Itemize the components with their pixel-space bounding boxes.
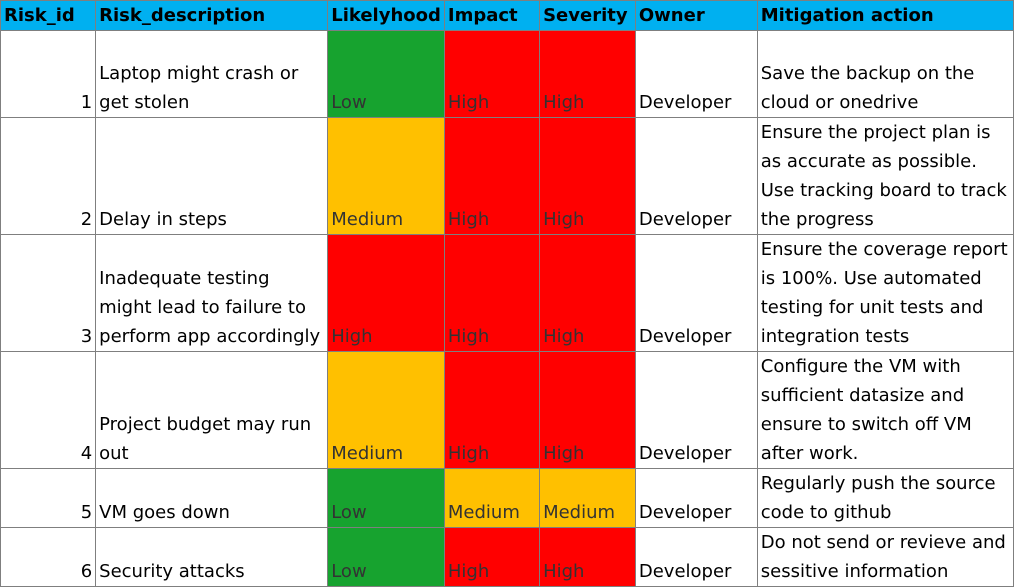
owner-cell[interactable]: Developer: [634, 468, 758, 528]
risk-description-cell[interactable]: Laptop might crash or get stolen: [95, 30, 329, 118]
header-mitigation-action[interactable]: Mitigation action: [756, 0, 1014, 31]
risk-id-cell[interactable]: 6: [0, 527, 97, 587]
risk-id-cell[interactable]: 1: [0, 30, 97, 118]
risk-description-cell[interactable]: VM goes down: [95, 468, 329, 528]
risk-id-cell[interactable]: 2: [0, 117, 97, 235]
risk-id-cell[interactable]: 5: [0, 468, 97, 528]
table-row: 2 Delay in steps Medium High High Develo…: [0, 117, 1014, 235]
mitigation-cell[interactable]: Regularly push the source code to github: [756, 468, 1014, 528]
table-row: 4 Project budget may run out Medium High…: [0, 351, 1014, 469]
impact-cell[interactable]: High: [443, 351, 541, 469]
owner-cell[interactable]: Developer: [634, 527, 758, 587]
impact-cell[interactable]: High: [443, 234, 541, 352]
severity-cell[interactable]: Medium: [539, 468, 636, 528]
impact-cell[interactable]: High: [443, 30, 541, 118]
table-row: 5 VM goes down Low Medium Medium Develop…: [0, 468, 1014, 528]
header-impact[interactable]: Impact: [443, 0, 541, 31]
risk-id-cell[interactable]: 3: [0, 234, 97, 352]
header-risk-description[interactable]: Risk_description: [95, 0, 329, 31]
risk-description-cell[interactable]: Security attacks: [95, 527, 329, 587]
mitigation-cell[interactable]: Do not send or revieve and sessitive inf…: [756, 527, 1014, 587]
likelyhood-cell[interactable]: Low: [327, 468, 445, 528]
severity-cell[interactable]: High: [539, 527, 636, 587]
table-row: 6 Security attacks Low High High Develop…: [0, 527, 1014, 587]
header-risk-id[interactable]: Risk_id: [0, 0, 97, 31]
severity-cell[interactable]: High: [539, 234, 636, 352]
header-likelyhood[interactable]: Likelyhood: [327, 0, 445, 31]
risk-description-cell[interactable]: Delay in steps: [95, 117, 329, 235]
owner-cell[interactable]: Developer: [634, 117, 758, 235]
risk-description-cell[interactable]: Inadequate testing might lead to failure…: [95, 234, 329, 352]
severity-cell[interactable]: High: [539, 30, 636, 118]
table-row: 1 Laptop might crash or get stolen Low H…: [0, 30, 1014, 118]
severity-cell[interactable]: High: [539, 117, 636, 235]
likelyhood-cell[interactable]: High: [327, 234, 445, 352]
likelyhood-cell[interactable]: Low: [327, 527, 445, 587]
risk-description-cell[interactable]: Project budget may run out: [95, 351, 329, 469]
mitigation-cell[interactable]: Save the backup on the cloud or onedrive: [756, 30, 1014, 118]
owner-cell[interactable]: Developer: [634, 234, 758, 352]
impact-cell[interactable]: High: [443, 527, 541, 587]
mitigation-cell[interactable]: Ensure the coverage report is 100%. Use …: [756, 234, 1014, 352]
mitigation-cell[interactable]: Configure the VM with sufficient datasiz…: [756, 351, 1014, 469]
owner-cell[interactable]: Developer: [634, 30, 758, 118]
likelyhood-cell[interactable]: Medium: [327, 117, 445, 235]
owner-cell[interactable]: Developer: [634, 351, 758, 469]
severity-cell[interactable]: High: [539, 351, 636, 469]
impact-cell[interactable]: High: [443, 117, 541, 235]
likelyhood-cell[interactable]: Low: [327, 30, 445, 118]
table-row: 3 Inadequate testing might lead to failu…: [0, 234, 1014, 352]
header-severity[interactable]: Severity: [539, 0, 636, 31]
risk-id-cell[interactable]: 4: [0, 351, 97, 469]
header-owner[interactable]: Owner: [634, 0, 758, 31]
likelyhood-cell[interactable]: Medium: [327, 351, 445, 469]
impact-cell[interactable]: Medium: [443, 468, 541, 528]
header-row: Risk_id Risk_description Likelyhood Impa…: [0, 0, 1014, 31]
mitigation-cell[interactable]: Ensure the project plan is as accurate a…: [756, 117, 1014, 235]
